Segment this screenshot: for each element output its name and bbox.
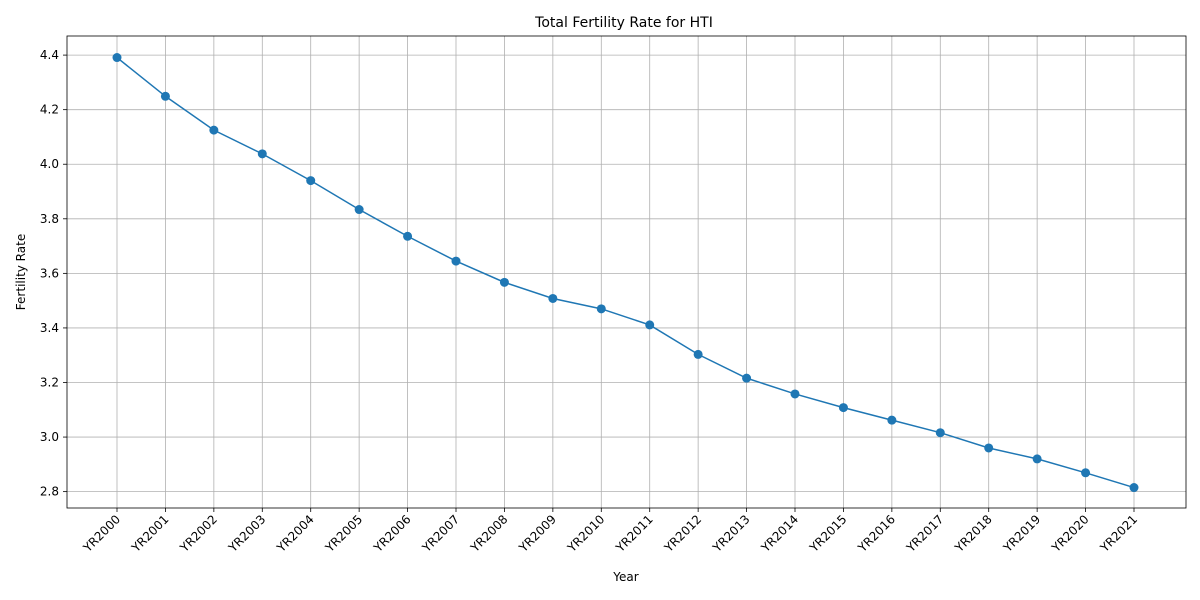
x-tick-label: YR2006 [370, 512, 413, 555]
x-tick-label: YR2001 [128, 512, 171, 555]
x-tick-label: YR2019 [1000, 512, 1043, 555]
series-line [116, 56, 1135, 489]
x-tick-label: YR2008 [467, 512, 510, 555]
x-tick-label: YR2000 [80, 512, 123, 555]
data-point [548, 293, 558, 303]
x-tick-label: YR2007 [419, 512, 462, 555]
data-point [257, 149, 267, 159]
y-tick-label: 2.8 [40, 485, 59, 499]
x-tick-label: YR2002 [177, 512, 220, 555]
x-axis-label: Year [612, 570, 638, 584]
x-tick-label: YR2015 [806, 512, 849, 555]
x-tick-label: YR2014 [758, 512, 801, 555]
x-tick-label: YR2009 [516, 512, 559, 555]
y-tick-label: 3.4 [40, 321, 59, 335]
data-point [451, 256, 461, 266]
x-tick-label: YR2016 [855, 512, 898, 555]
x-tick-label: YR2011 [613, 512, 656, 555]
y-tick-label: 3.0 [40, 430, 59, 444]
data-point [403, 231, 413, 241]
x-tick-label: YR2005 [322, 512, 365, 555]
x-tick-label: YR2010 [564, 512, 607, 555]
y-axis-ticks: 2.8 3.0 3.2 3.4 3.6 3.8 4.0 4.2 4.4 [40, 48, 67, 499]
data-point [742, 373, 752, 383]
data-series [112, 53, 1139, 493]
data-point [1032, 454, 1042, 464]
x-tick-label: YR2003 [225, 512, 268, 555]
data-point [112, 53, 122, 63]
x-tick-label: YR2017 [903, 512, 946, 555]
y-axis-label: Fertility Rate [14, 234, 28, 310]
chart-title: Total Fertility Rate for HTI [534, 15, 713, 31]
data-point [645, 320, 655, 330]
data-point [693, 349, 703, 359]
y-tick-label: 3.2 [40, 375, 59, 389]
data-point [499, 277, 509, 287]
data-point [887, 415, 897, 425]
x-tick-label: YR2021 [1097, 512, 1140, 555]
x-tick-label: YR2018 [952, 512, 995, 555]
data-point [935, 428, 945, 438]
x-tick-label: YR2013 [709, 512, 752, 555]
data-point [1129, 483, 1139, 493]
y-tick-label: 3.6 [40, 266, 59, 280]
data-point [354, 205, 364, 215]
plot-frame [66, 35, 1187, 509]
data-point [790, 389, 800, 399]
data-point [209, 125, 219, 135]
x-tick-label: YR2020 [1048, 512, 1091, 555]
x-tick-label: YR2004 [274, 512, 317, 555]
data-point [306, 176, 316, 186]
data-point [596, 304, 606, 314]
data-point [984, 443, 994, 453]
data-point [1081, 468, 1091, 478]
data-point [838, 403, 848, 413]
y-tick-label: 4.2 [40, 103, 59, 117]
grid [67, 36, 1186, 508]
y-tick-label: 3.8 [40, 212, 59, 226]
data-point [160, 91, 170, 101]
y-tick-label: 4.4 [40, 48, 59, 62]
y-tick-label: 4.0 [40, 157, 59, 171]
x-tick-label: YR2012 [661, 512, 704, 555]
x-axis-ticks: YR2000 YR2001 YR2002 YR2003 YR2004 YR2005 YR20… [80, 508, 1140, 556]
